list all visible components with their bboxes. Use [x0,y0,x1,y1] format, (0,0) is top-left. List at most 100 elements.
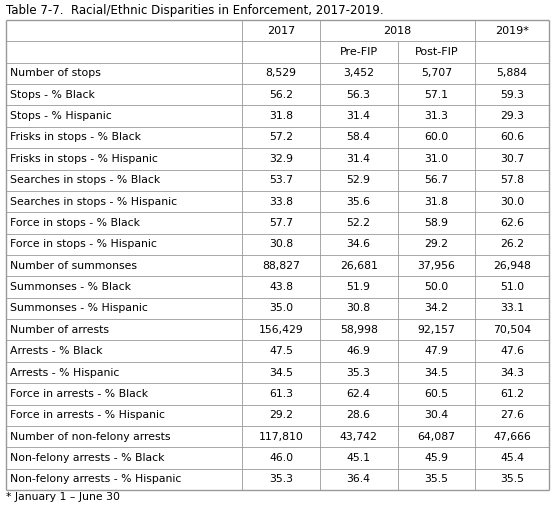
Text: 52.9: 52.9 [347,175,371,185]
Text: 58.4: 58.4 [347,132,371,143]
Text: 64,087: 64,087 [417,432,455,442]
Text: Searches in stops - % Black: Searches in stops - % Black [10,175,160,185]
Text: 56.3: 56.3 [347,90,371,100]
Text: 29.2: 29.2 [425,239,448,249]
Text: 34.2: 34.2 [425,304,448,313]
Text: 58.9: 58.9 [425,218,448,228]
Text: Stops - % Hispanic: Stops - % Hispanic [10,111,112,121]
Text: Non-felony arrests - % Black: Non-felony arrests - % Black [10,453,164,463]
Text: 31.0: 31.0 [424,154,448,164]
Text: Number of arrests: Number of arrests [10,325,109,335]
Text: 2019*: 2019* [495,25,529,36]
Text: 33.8: 33.8 [269,197,293,207]
Text: 36.4: 36.4 [347,474,371,484]
Text: Force in arrests - % Black: Force in arrests - % Black [10,389,148,399]
Text: 47.6: 47.6 [500,346,524,356]
Text: 2017: 2017 [267,25,295,36]
Text: 60.6: 60.6 [500,132,524,143]
Text: 88,827: 88,827 [262,261,300,271]
Text: 27.6: 27.6 [500,410,524,420]
Text: 31.4: 31.4 [347,111,371,121]
Text: 57.8: 57.8 [500,175,524,185]
Text: 59.3: 59.3 [500,90,524,100]
Text: 47.9: 47.9 [425,346,448,356]
Text: 35.3: 35.3 [347,367,371,377]
Text: 43.8: 43.8 [269,282,293,292]
Text: 29.3: 29.3 [500,111,524,121]
Text: Number of summonses: Number of summonses [10,261,137,271]
Text: 5,884: 5,884 [497,69,528,78]
Text: 34.6: 34.6 [347,239,371,249]
Text: 58,998: 58,998 [340,325,377,335]
Text: 50.0: 50.0 [424,282,448,292]
Text: 60.5: 60.5 [424,389,448,399]
Text: 62.4: 62.4 [347,389,371,399]
Text: 30.7: 30.7 [500,154,524,164]
Text: Pre-FIP: Pre-FIP [340,47,378,57]
Text: 45.9: 45.9 [425,453,448,463]
Text: 156,429: 156,429 [259,325,304,335]
Text: 29.2: 29.2 [269,410,293,420]
Text: Number of stops: Number of stops [10,69,101,78]
Text: 47.5: 47.5 [269,346,293,356]
Text: 34.5: 34.5 [425,367,448,377]
Text: 8,529: 8,529 [265,69,296,78]
Text: 57.1: 57.1 [425,90,448,100]
Text: Summonses - % Hispanic: Summonses - % Hispanic [10,304,148,313]
Text: 33.1: 33.1 [500,304,524,313]
Text: Stops - % Black: Stops - % Black [10,90,95,100]
Text: 45.4: 45.4 [500,453,524,463]
Text: 60.0: 60.0 [424,132,448,143]
Text: 35.0: 35.0 [269,304,293,313]
Text: 92,157: 92,157 [417,325,455,335]
Text: 51.0: 51.0 [500,282,524,292]
Text: 61.2: 61.2 [500,389,524,399]
Text: 31.8: 31.8 [269,111,293,121]
Text: 26.2: 26.2 [500,239,524,249]
Text: Non-felony arrests - % Hispanic: Non-felony arrests - % Hispanic [10,474,181,484]
Text: 30.8: 30.8 [347,304,371,313]
Text: 37,956: 37,956 [417,261,455,271]
Text: Arrests - % Black: Arrests - % Black [10,346,103,356]
Text: 46.0: 46.0 [269,453,293,463]
Text: 31.8: 31.8 [425,197,448,207]
Text: 26,948: 26,948 [493,261,531,271]
Text: 57.2: 57.2 [269,132,293,143]
Text: 57.7: 57.7 [269,218,293,228]
Text: 30.0: 30.0 [500,197,524,207]
Text: Force in arrests - % Hispanic: Force in arrests - % Hispanic [10,410,165,420]
Text: 56.2: 56.2 [269,90,293,100]
Text: Number of non-felony arrests: Number of non-felony arrests [10,432,170,442]
Text: Frisks in stops - % Hispanic: Frisks in stops - % Hispanic [10,154,158,164]
Text: 62.6: 62.6 [500,218,524,228]
Text: 31.3: 31.3 [425,111,448,121]
Text: 52.2: 52.2 [347,218,371,228]
Text: Post-FIP: Post-FIP [415,47,458,57]
Text: Table 7-7.  Racial/Ethnic Disparities in Enforcement, 2017-2019.: Table 7-7. Racial/Ethnic Disparities in … [6,4,384,17]
Text: 26,681: 26,681 [340,261,377,271]
Text: 35.3: 35.3 [269,474,293,484]
Text: 32.9: 32.9 [269,154,293,164]
Text: 35.6: 35.6 [347,197,371,207]
Text: Frisks in stops - % Black: Frisks in stops - % Black [10,132,141,143]
Text: * January 1 – June 30: * January 1 – June 30 [6,492,120,502]
Text: 47,666: 47,666 [493,432,531,442]
Text: 45.1: 45.1 [347,453,371,463]
Text: 5,707: 5,707 [421,69,452,78]
Text: 35.5: 35.5 [425,474,448,484]
Text: Force in stops - % Hispanic: Force in stops - % Hispanic [10,239,157,249]
Text: 61.3: 61.3 [269,389,293,399]
Text: 46.9: 46.9 [347,346,371,356]
Text: 30.8: 30.8 [269,239,293,249]
Text: 30.4: 30.4 [424,410,448,420]
Text: 34.5: 34.5 [269,367,293,377]
Text: 2018: 2018 [384,25,412,36]
Text: Force in stops - % Black: Force in stops - % Black [10,218,140,228]
Text: 35.5: 35.5 [500,474,524,484]
Text: Arrests - % Hispanic: Arrests - % Hispanic [10,367,119,377]
Text: 43,742: 43,742 [340,432,377,442]
Text: 56.7: 56.7 [425,175,448,185]
Text: 53.7: 53.7 [269,175,293,185]
Text: 117,810: 117,810 [259,432,304,442]
Text: Summonses - % Black: Summonses - % Black [10,282,131,292]
